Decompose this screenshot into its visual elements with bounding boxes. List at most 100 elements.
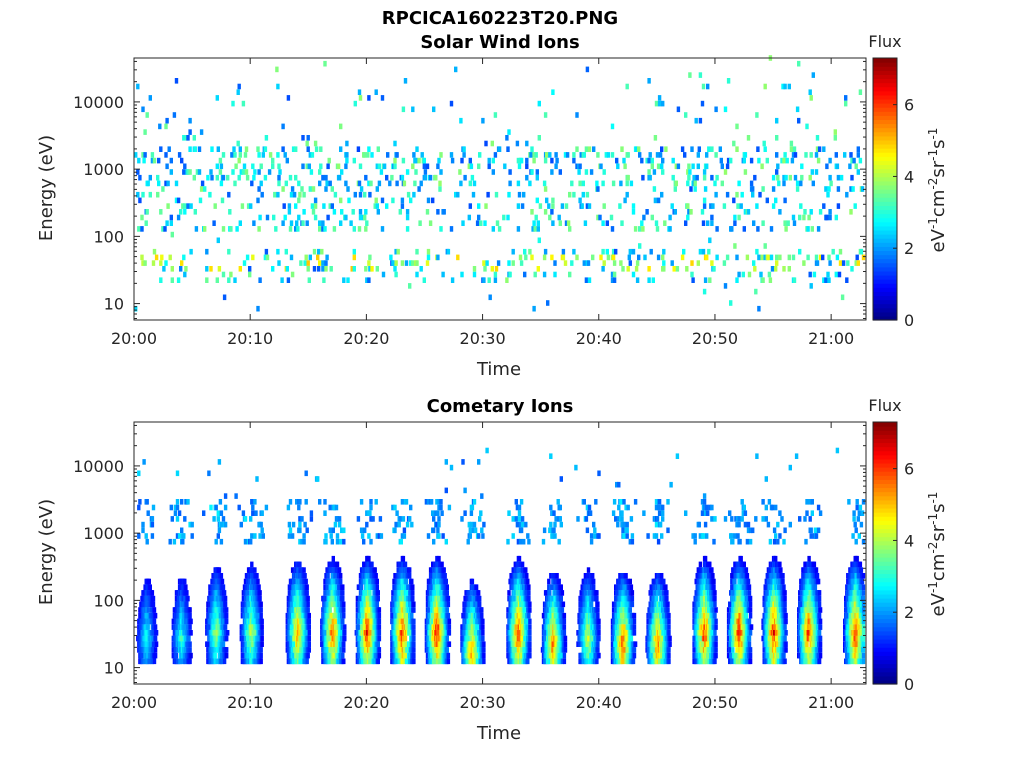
heatmap-cell xyxy=(514,652,518,659)
heatmap-cell xyxy=(477,203,481,209)
heatmap-cell xyxy=(182,533,186,539)
heatmap-cell xyxy=(432,567,436,573)
heatmap-cell xyxy=(208,590,212,596)
heatmap-cell xyxy=(526,624,530,630)
heatmap-cell xyxy=(216,146,220,152)
heatmap-cell xyxy=(493,277,498,283)
heatmap-cell xyxy=(408,573,412,579)
heatmap-cell xyxy=(186,624,190,630)
heatmap-cell xyxy=(545,590,549,596)
heatmap-cell xyxy=(777,180,781,187)
heatmap-cell xyxy=(251,510,255,516)
heatmap-cell xyxy=(337,612,342,619)
heatmap-cell xyxy=(838,260,843,266)
heatmap-cell xyxy=(398,607,402,613)
heatmap-cell xyxy=(146,612,150,619)
heatmap-cell xyxy=(172,112,177,118)
heatmap-cell xyxy=(199,186,204,192)
heatmap-cell xyxy=(336,658,341,665)
heatmap-cell xyxy=(620,220,624,226)
heatmap-cell xyxy=(437,516,441,522)
heatmap-cell xyxy=(373,584,377,590)
heatmap-cell xyxy=(256,305,260,312)
heatmap-cell xyxy=(553,590,557,596)
heatmap-cell xyxy=(578,197,582,204)
heatmap-cell xyxy=(749,180,754,187)
heatmap-cell xyxy=(355,607,360,613)
heatmap-cell xyxy=(367,95,371,101)
heatmap-cell xyxy=(454,66,458,73)
heatmap-cell xyxy=(294,226,298,232)
heatmap-cell xyxy=(444,538,448,545)
heatmap-cell xyxy=(323,595,327,602)
heatmap-cell xyxy=(342,641,346,647)
heatmap-cell xyxy=(403,78,408,84)
heatmap-cell xyxy=(828,157,832,164)
heatmap-cell xyxy=(545,197,549,204)
heatmap-cell xyxy=(220,578,225,585)
panel-1-colorbar-label: eV-1cm-2sr-1s-1 xyxy=(926,128,949,253)
heatmap-cell xyxy=(477,590,481,596)
heatmap-cell xyxy=(305,527,309,534)
heatmap-cell xyxy=(376,595,380,602)
heatmap-cell xyxy=(360,612,365,619)
heatmap-cell xyxy=(149,607,154,613)
heatmap-cell xyxy=(674,180,678,187)
heatmap-cell xyxy=(186,647,190,653)
heatmap-cell xyxy=(511,584,515,590)
heatmap-cell xyxy=(426,618,431,625)
heatmap-cell xyxy=(364,174,368,181)
heatmap-cell xyxy=(410,612,414,619)
heatmap-cell xyxy=(152,157,157,164)
heatmap-cell xyxy=(179,266,183,272)
heatmap-cell xyxy=(359,584,364,590)
heatmap-cell xyxy=(520,521,525,528)
heatmap-cell xyxy=(180,157,184,164)
heatmap-cell xyxy=(477,459,481,465)
heatmap-cell xyxy=(512,607,516,613)
heatmap-cell xyxy=(394,635,398,642)
heatmap-cell xyxy=(841,260,846,266)
heatmap-cell xyxy=(188,521,192,528)
heatmap-cell xyxy=(334,584,339,590)
heatmap-cell xyxy=(352,226,356,232)
heatmap-cell xyxy=(480,658,484,665)
heatmap-cell xyxy=(584,169,589,175)
heatmap-cell xyxy=(418,220,422,226)
heatmap-cell xyxy=(305,220,309,226)
colorbar-segment xyxy=(873,238,897,243)
heatmap-cell xyxy=(458,169,462,175)
heatmap-cell xyxy=(483,266,487,272)
heatmap-cell xyxy=(548,647,552,653)
heatmap-cell xyxy=(554,152,558,158)
heatmap-cell xyxy=(825,214,829,221)
heatmap-cell xyxy=(509,658,513,665)
heatmap-cell xyxy=(330,186,334,192)
heatmap-cell xyxy=(339,123,343,130)
heatmap-cell xyxy=(189,203,193,209)
heatmap-cell xyxy=(432,612,436,619)
heatmap-cell xyxy=(697,146,701,152)
heatmap-cell xyxy=(393,140,397,147)
heatmap-cell xyxy=(255,647,259,653)
heatmap-cell xyxy=(302,618,306,625)
heatmap-cell xyxy=(412,152,416,158)
colorbar-segment xyxy=(873,193,897,198)
heatmap-cell xyxy=(798,214,802,221)
heatmap-cell xyxy=(472,595,477,602)
heatmap-cell xyxy=(566,220,571,226)
heatmap-cell xyxy=(460,271,464,278)
heatmap-cell xyxy=(702,174,707,181)
heatmap-cell xyxy=(763,243,767,249)
heatmap-cell xyxy=(553,260,557,266)
heatmap-cell xyxy=(560,658,565,665)
heatmap-cell xyxy=(810,226,814,232)
heatmap-cell xyxy=(471,191,476,198)
heatmap-cell xyxy=(287,533,292,539)
heatmap-cell xyxy=(215,658,219,665)
heatmap-cell xyxy=(309,516,314,522)
heatmap-cell xyxy=(625,83,629,90)
heatmap-cell xyxy=(520,561,525,568)
heatmap-cell xyxy=(585,658,590,665)
colorbar-segment xyxy=(873,164,897,170)
